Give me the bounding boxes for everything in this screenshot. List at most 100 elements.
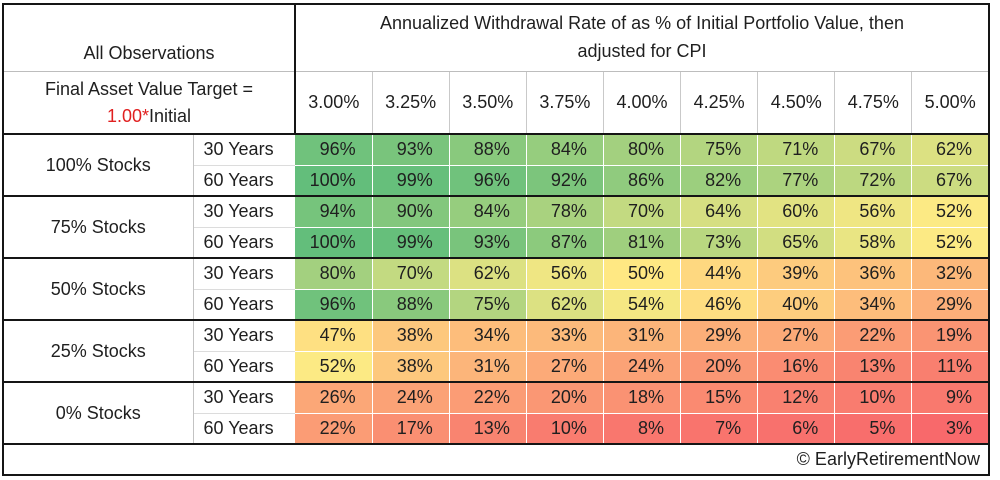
- heatmap-cell: 94%: [295, 195, 373, 227]
- heatmap-cell: 84%: [448, 195, 527, 227]
- heatmap-cell: 38%: [371, 350, 450, 382]
- column-header-3.50%: 3.50%: [448, 71, 527, 134]
- heatmap-cell: 100%: [295, 164, 373, 196]
- heatmap-cell: 73%: [680, 226, 758, 258]
- heatmap-cell: 17%: [371, 412, 450, 444]
- column-header-4.50%: 4.50%: [757, 71, 835, 134]
- column-header-3.25%: 3.25%: [371, 71, 450, 134]
- heatmap-cell: 22%: [448, 381, 527, 413]
- row-group-label: 0% Stocks: [3, 381, 194, 444]
- heatmap-cell: 24%: [602, 350, 681, 382]
- heatmap-cell: 13%: [834, 350, 912, 382]
- table-row: 60 Years 22% 17% 13% 10% 8% 7% 6% 5% 3%: [3, 412, 989, 444]
- heatmap-cell: 16%: [757, 350, 835, 382]
- row-group-label: 75% Stocks: [3, 195, 194, 258]
- heatmap-cell: 65%: [757, 226, 835, 258]
- heatmap-cell: 93%: [371, 133, 450, 165]
- column-header-4.25%: 4.25%: [680, 71, 758, 134]
- heatmap-cell: 13%: [448, 412, 527, 444]
- row-label: 60 Years: [193, 350, 295, 382]
- heatmap-cell: 100%: [295, 226, 373, 258]
- heatmap-cell: 64%: [680, 195, 758, 227]
- table-row: 0% Stocks 30 Years 26% 24% 22% 20% 18% 15% 12% 10…: [3, 381, 989, 444]
- heatmap-cell: 40%: [757, 288, 835, 320]
- heatmap-cell: 71%: [757, 133, 835, 165]
- heatmap-cell: 29%: [680, 319, 758, 351]
- heatmap-cell: 5%: [834, 412, 912, 444]
- heatmap-cell: 92%: [525, 164, 604, 196]
- target-line1: Final Asset Value Target =: [45, 78, 253, 99]
- heatmap-cell: 38%: [371, 319, 450, 351]
- heatmap-cell: 96%: [295, 133, 373, 165]
- table-title-line1: Annualized Withdrawal Rate of as % of In…: [380, 13, 904, 34]
- heatmap-cell: 80%: [602, 133, 681, 165]
- heatmap-cell: 86%: [602, 164, 681, 196]
- heatmap-cell: 67%: [911, 164, 989, 196]
- heatmap-cell: 88%: [448, 133, 527, 165]
- heatmap-cell: 10%: [834, 381, 912, 413]
- corner-label-cell: All Observations: [3, 4, 296, 72]
- heatmap-cell: 70%: [602, 195, 681, 227]
- heatmap-cell: 81%: [602, 226, 681, 258]
- heatmap-cell: 82%: [680, 164, 758, 196]
- copyright-credit: © EarlyRetirementNow: [3, 443, 989, 475]
- heatmap-cell: 18%: [602, 381, 681, 413]
- heatmap-cell: 78%: [525, 195, 604, 227]
- row-group-label: 50% Stocks: [3, 257, 194, 320]
- corner-label: All Observations: [83, 43, 215, 63]
- heatmap-cell: 12%: [757, 381, 835, 413]
- heatmap-cell: 32%: [911, 257, 989, 289]
- row-label: 30 Years: [193, 133, 295, 165]
- row-label: 60 Years: [193, 412, 295, 444]
- heatmap-cell: 27%: [757, 319, 835, 351]
- column-header-3.00%: 3.00%: [308, 92, 360, 112]
- heatmap-cell: 9%: [911, 381, 989, 413]
- heatmap-cell: 87%: [525, 226, 604, 258]
- heatmap-cell: 29%: [911, 288, 989, 320]
- header-section: All Observations Annualized Withdrawal R…: [3, 4, 989, 134]
- heatmap-cell: 27%: [525, 350, 604, 382]
- footer-row: © EarlyRetirementNow: [3, 443, 989, 475]
- heatmap-cell: 6%: [757, 412, 835, 444]
- heatmap-cell: 52%: [295, 350, 373, 382]
- table-title-cell: Annualized Withdrawal Rate of as % of In…: [295, 4, 989, 72]
- heatmap-cell: 52%: [911, 195, 989, 227]
- row-label: 30 Years: [193, 195, 295, 227]
- heatmap-cell: 11%: [911, 350, 989, 382]
- heatmap-cell: 62%: [448, 257, 527, 289]
- heatmap-cell: 36%: [834, 257, 912, 289]
- heatmap-cell: 47%: [295, 319, 373, 351]
- heatmap-body: 100% Stocks 30 Years 96% 93% 88% 84% 80% 75% 71%…: [3, 133, 989, 444]
- spreadsheet-table-container: All Observations Annualized Withdrawal R…: [2, 3, 1000, 476]
- heatmap-cell: 22%: [295, 412, 373, 444]
- row-label: 30 Years: [193, 319, 295, 351]
- table-row: 50% Stocks 30 Years 80% 70% 62% 56% 50% 44% 39% 3…: [3, 257, 989, 320]
- row-label: 60 Years: [193, 288, 295, 320]
- heatmap-cell: 96%: [295, 288, 373, 320]
- table-row: 25% Stocks 30 Years 47% 38% 34% 33% 31% 29% 27% 2…: [3, 319, 989, 382]
- table-row: 60 Years 100% 99% 96% 92% 86% 82% 77% 72% 67%: [3, 164, 989, 196]
- heatmap-cell: 20%: [680, 350, 758, 382]
- table-row: 60 Years 96% 88% 75% 62% 54% 46% 40% 34% 29%: [3, 288, 989, 320]
- heatmap-cell: 60%: [757, 195, 835, 227]
- heatmap-cell: 75%: [680, 133, 758, 165]
- heatmap-cell: 52%: [911, 226, 989, 258]
- column-header-5.00%: 5.00%: [911, 71, 989, 134]
- heatmap-cell: 26%: [295, 381, 373, 413]
- table-row: 60 Years 100% 99% 93% 87% 81% 73% 65% 58% 52%: [3, 226, 989, 258]
- row-group-label: 25% Stocks: [3, 319, 194, 382]
- heatmap-cell: 50%: [602, 257, 681, 289]
- heatmap-cell: 62%: [525, 288, 604, 320]
- rate-header-row: Final Asset Value Target = 1.00*Initial …: [3, 71, 989, 134]
- heatmap-cell: 58%: [834, 226, 912, 258]
- heatmap-cell: 34%: [834, 288, 912, 320]
- heatmap-cell: 77%: [757, 164, 835, 196]
- table-row: 75% Stocks 30 Years 94% 90% 84% 78% 70% 64% 60% 5…: [3, 195, 989, 258]
- heatmap-cell: 93%: [448, 226, 527, 258]
- heatmap-cell: 22%: [834, 319, 912, 351]
- target-suffix: Initial: [149, 105, 192, 126]
- heatmap-cell: 75%: [448, 288, 527, 320]
- heatmap-cell: 24%: [371, 381, 450, 413]
- column-header-3.75%: 3.75%: [525, 71, 604, 134]
- heatmap-cell: 84%: [525, 133, 604, 165]
